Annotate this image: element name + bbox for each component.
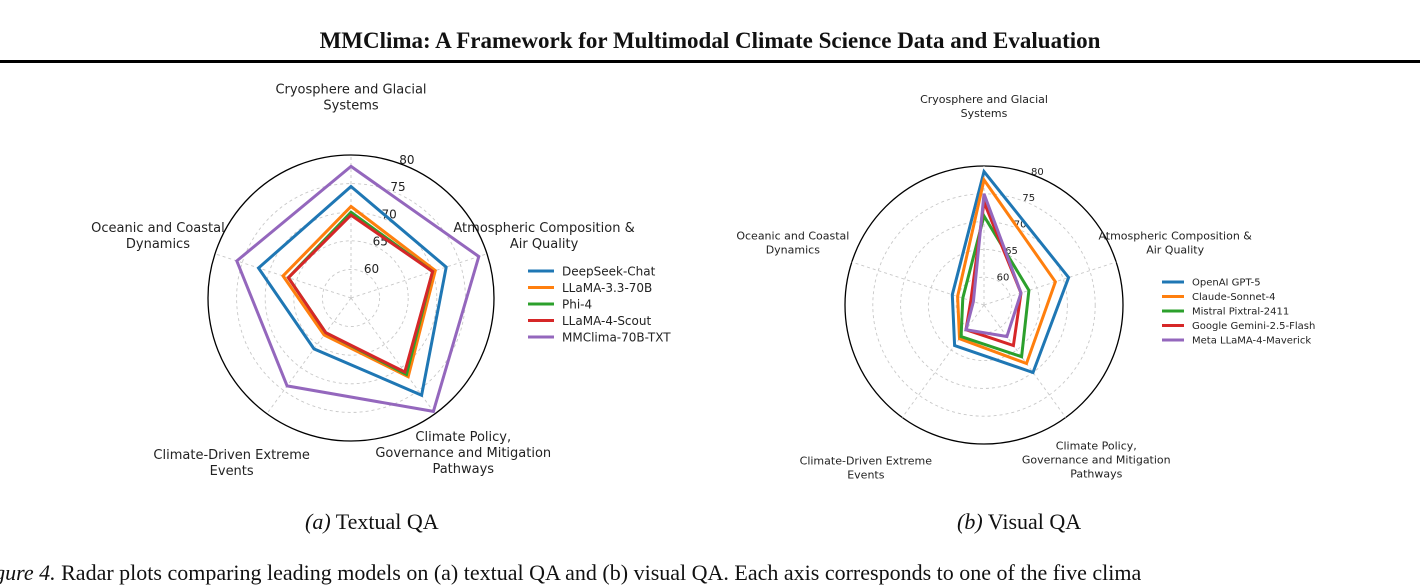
axis-label: Pathways [432,462,494,477]
legend-label: LLaMA-3.3-70B [562,281,652,295]
legend-label: DeepSeek-Chat [562,264,656,278]
axis-label: Climate-Driven Extreme [800,454,933,467]
radar-grid-ring [293,240,409,356]
radar-spoke [983,304,1067,418]
axis-label: Climate Policy, [1056,439,1137,452]
legend-label: MMClima-70B-TXT [562,330,671,344]
axis-label: Cryosphere and Glacial [920,93,1048,106]
axis-label: Events [847,468,885,481]
axis-label: Systems [961,107,1008,120]
radar-spoke [901,304,985,418]
subcaption-b-text: Visual QA [982,509,1082,534]
series-line [956,176,1058,366]
figure-caption-text: Radar plots comparing leading models on … [55,560,1142,585]
legend-label: OpenAI GPT-5 [1192,278,1261,289]
series-line [286,213,435,375]
axis-label: Governance and Mitigation [1022,453,1171,466]
subcaption-a-tag: (a) [305,509,331,534]
series-line [959,212,1031,359]
series-line [281,204,437,379]
axis-label: Climate Policy, [415,430,511,445]
axis-label: Air Quality [510,237,579,252]
series-line [964,193,1023,339]
radial-tick-label: 75 [390,180,405,194]
radial-tick-label: 80 [1031,167,1044,178]
radial-tick-label: 60 [997,273,1010,284]
radial-tick-label: 75 [1022,193,1035,204]
axis-label: Dynamics [126,237,190,252]
figure-caption: igure 4. Radar plots comparing leading m… [0,560,1420,586]
axis-label: Air Quality [1146,244,1204,257]
axis-label: Dynamics [766,244,821,257]
axis-label: Systems [323,99,378,114]
figure-label: igure 4. [0,560,56,585]
radial-tick-label: 80 [399,153,414,167]
subcaption-b: (b) Visual QA [957,509,1081,535]
axis-label: Governance and Mitigation [375,446,551,461]
series-line [256,184,448,398]
legend-label: Claude-Sonnet-4 [1192,292,1276,303]
page-header: MMClima: A Framework for Multimodal Clim… [319,28,1101,53]
radar-panel-textual-qa: 60 65 70 75 80 Cryosphere and Glacial Systems A… [0,70,720,540]
axis-label: Oceanic and Coastal [736,230,849,243]
axis-label: Oceanic and Coastal [91,221,225,236]
axis-label: Atmospheric Composition & [453,221,634,236]
axis-label: Atmospheric Composition & [1098,230,1252,243]
legend-label: LLaMA-4-Scout [562,314,651,328]
radar-panel-visual-qa: 60 65 70 75 80 Cryosphere and Glacial Systems A… [700,70,1420,540]
legend-label: Meta LLaMA-4-Maverick [1192,336,1311,347]
legend-label: Mistral Pixtral-2411 [1192,307,1289,318]
legend-label: Phi-4 [562,297,592,311]
radial-tick-label: 60 [364,262,379,276]
axis-label: Climate-Driven Extreme [153,448,309,463]
series-line [950,168,1071,375]
radar-spoke [983,261,1117,306]
axis-label: Pathways [1070,467,1122,480]
subcaption-a: (a) Textual QA [305,509,439,535]
radial-tick-label: 70 [382,207,397,221]
header-rule [0,60,1420,63]
radial-tick-label: 65 [1005,246,1018,257]
legend-label: Google Gemini-2.5-Flash [1192,321,1315,332]
radial-tick-label: 70 [1014,220,1027,231]
radar-grid-ring [927,248,1041,362]
radar-spoke [851,261,985,306]
radar-grid-ring [321,268,381,328]
axis-label: Events [210,464,254,479]
subcaption-b-tag: (b) [957,509,983,534]
series-line [234,164,481,414]
axis-label: Cryosphere and Glacial [275,83,426,98]
subcaption-a-text: Textual QA [330,509,439,534]
radar-grid-ring [207,154,495,442]
